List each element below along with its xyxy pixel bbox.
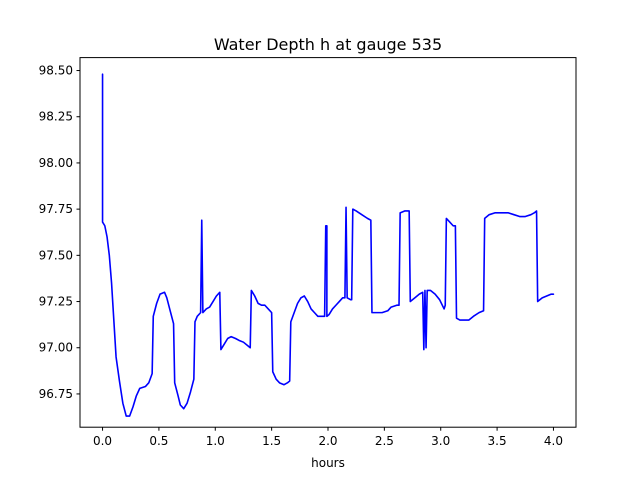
x-tick-label: 2.0 [318, 434, 337, 448]
y-tick-label: 98.00 [39, 156, 73, 170]
y-tick-label: 98.50 [39, 64, 73, 78]
x-tick-label: 1.5 [262, 434, 281, 448]
y-tick-label: 98.25 [39, 110, 73, 124]
y-tick-label: 97.00 [39, 341, 73, 355]
x-tick-label: 0.5 [149, 434, 168, 448]
x-tick-label: 3.5 [488, 434, 507, 448]
x-tick-label: 3.0 [431, 434, 450, 448]
x-axis-ticks: 0.0 0.5 1.0 1.5 2.0 2.5 3.0 3.5 4.0 [93, 427, 563, 448]
x-tick-label: 2.5 [375, 434, 394, 448]
y-axis-ticks: 96.75 97.00 97.25 97.50 97.75 98.00 98.25 98.50 [39, 64, 80, 401]
y-tick-label: 97.25 [39, 295, 73, 309]
chart-title: Water Depth h at gauge 535 [214, 35, 442, 54]
series-layer [101, 73, 555, 417]
y-tick-label: 97.50 [39, 248, 73, 262]
y-tick-label: 97.75 [39, 202, 73, 216]
x-tick-label: 4.0 [544, 434, 563, 448]
x-tick-label: 1.0 [206, 434, 225, 448]
y-tick-label: 96.75 [39, 387, 73, 401]
x-tick-label: 0.0 [93, 434, 112, 448]
x-axis-label: hours [311, 456, 345, 470]
series-line-0 [101, 73, 555, 417]
